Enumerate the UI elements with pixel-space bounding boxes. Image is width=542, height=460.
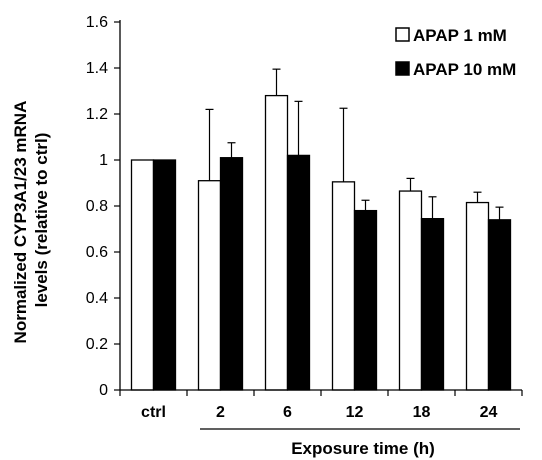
legend-label-apap-1mm: APAP 1 mM [413, 26, 507, 45]
y-tick-label-0.6: 0.6 [86, 244, 108, 261]
legend: APAP 1 mM APAP 10 mM [395, 26, 516, 79]
legend-swatch-apap-1mm [395, 27, 410, 42]
x-tick-label-12: 12 [346, 404, 364, 421]
bar-s1-6 [286, 154, 311, 391]
y-tick-label-0: 0 [99, 382, 108, 399]
x-tick-label-24: 24 [480, 404, 498, 421]
bar-s0-12 [331, 181, 356, 391]
error-bars-group [205, 68, 504, 220]
bar-s0-ctrl [130, 159, 155, 391]
x-tick-label-18: 18 [413, 404, 431, 421]
y-axis-label-line1: Normalized CYP3A1/23 mRNA [11, 101, 30, 344]
y-tick-label-1: 1 [99, 152, 108, 169]
x-tick-label-ctrl: ctrl [141, 404, 166, 421]
bar-s1-2 [219, 157, 244, 391]
bar-s1-18 [420, 217, 445, 391]
bars-group [130, 94, 512, 391]
bar-s1-12 [353, 209, 378, 391]
x-tick-labels: ctrl 2 6 12 18 24 [141, 404, 497, 421]
bar-s0-6 [264, 94, 289, 391]
x-axis-label: Exposure time (h) [291, 439, 435, 458]
axes-group [114, 20, 523, 396]
y-tick-label-1.2: 1.2 [86, 106, 108, 123]
x-tick-label-2: 2 [216, 404, 225, 421]
bar-s1-ctrl [152, 159, 177, 391]
bar-s0-2 [197, 180, 222, 391]
y-tick-label-0.4: 0.4 [86, 290, 108, 307]
y-axis-label: Normalized CYP3A1/23 mRNA levels (relati… [11, 97, 51, 344]
y-tick-label-0.2: 0.2 [86, 336, 108, 353]
y-tick-labels: 0 0.2 0.4 0.6 0.8 1 1.2 1.4 1.6 [86, 14, 108, 399]
y-axis-label-line2: levels (relative to ctrl) [32, 133, 51, 308]
y-tick-label-1.6: 1.6 [86, 14, 108, 31]
y-tick-label-0.8: 0.8 [86, 198, 108, 215]
legend-label-apap-10mm: APAP 10 mM [413, 60, 516, 79]
legend-swatch-apap-10mm [395, 61, 410, 76]
y-tick-label-1.4: 1.4 [86, 60, 108, 77]
x-tick-label-6: 6 [283, 404, 292, 421]
bar-s0-24 [465, 201, 490, 391]
bar-s0-18 [398, 190, 423, 391]
bar-s1-24 [487, 219, 512, 391]
